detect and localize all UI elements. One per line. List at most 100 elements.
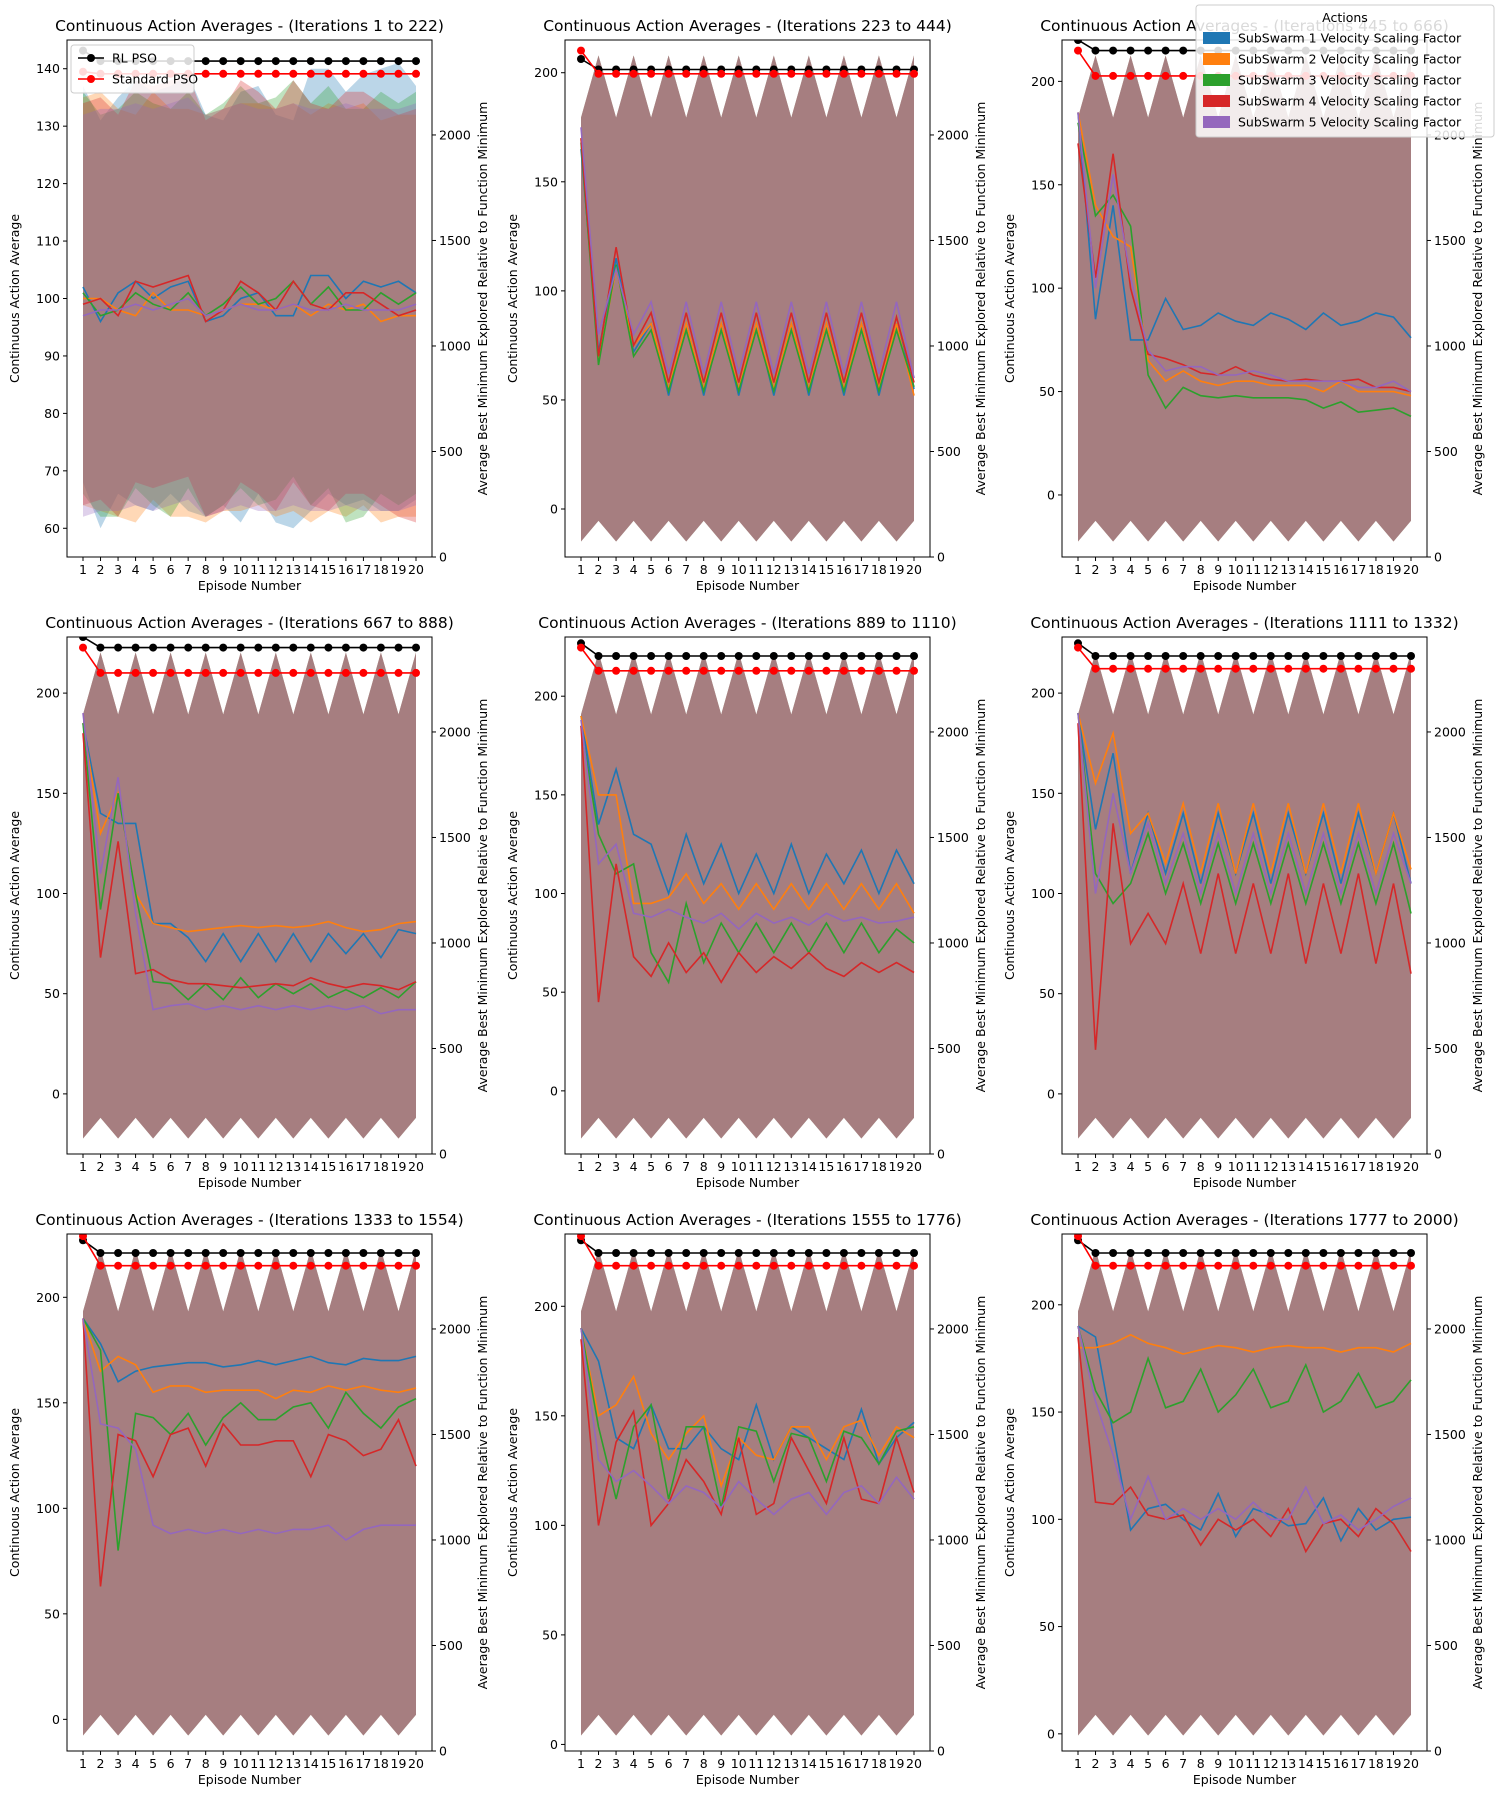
x-tick-label: 16 [338, 1159, 354, 1174]
line-subswarm-5 [1077, 1326, 1412, 1531]
x-tick-label: 11 [748, 562, 764, 577]
rl-pso-marker [1249, 652, 1258, 660]
x-tick-label: 5 [647, 1159, 655, 1174]
x-tick-label: 19 [391, 562, 407, 577]
axes-frame [66, 636, 433, 1155]
x-tick-label: 1 [79, 1159, 87, 1174]
band-subswarm-4 [83, 74, 416, 523]
x-tick-label: 17 [1350, 1756, 1366, 1771]
y-axis-label: Continuous Action Average [1002, 1408, 1017, 1577]
rl-pso-marker [1389, 1249, 1398, 1257]
x-tick-label: 20 [906, 1756, 922, 1771]
legend-entry: Standard PSO [112, 72, 198, 87]
x-tick-label: 2 [1092, 1159, 1100, 1174]
rl-pso-marker [271, 1249, 280, 1257]
rl-pso-marker [236, 643, 245, 652]
x-tick-label: 18 [871, 1756, 887, 1771]
rl-pso-marker [769, 1249, 778, 1257]
band-subswarm-5 [1078, 55, 1411, 542]
x-tick-label: 18 [1368, 1159, 1384, 1174]
line-subswarm-3 [580, 725, 915, 985]
standard-pso-marker [1179, 1261, 1188, 1270]
x-tick-label: 6 [1162, 562, 1170, 577]
y-tick-label: 150 [36, 1395, 60, 1410]
band-subswarm-1 [1078, 55, 1411, 542]
rl-pso-marker [734, 652, 743, 660]
x-axis-label: Episode Number [696, 1772, 800, 1787]
y2-tick-label: 1500 [937, 830, 969, 845]
x-axis-label: Episode Number [1193, 1175, 1297, 1190]
y-tick-label: 0 [550, 1737, 558, 1752]
x-tick-label: 18 [871, 562, 887, 577]
x-tick-label: 14 [1298, 1159, 1314, 1174]
standard-pso-marker [594, 1261, 603, 1270]
y-tick-label: 50 [1039, 986, 1055, 1001]
rl-pso-marker [394, 1249, 403, 1257]
y2-axis-label: Average Best Minimum Explored Relative t… [475, 699, 490, 1093]
x-tick-label: 4 [630, 1756, 638, 1771]
band-subswarm-5 [1078, 1249, 1411, 1736]
x-tick-label: 5 [647, 562, 655, 577]
y2-axis-label: Average Best Minimum Explored Relative t… [1470, 102, 1485, 496]
x-tick-label: 8 [700, 1159, 708, 1174]
y2-axis-label: Average Best Minimum Explored Relative t… [973, 1296, 988, 1690]
y2-tick-label: 500 [439, 1041, 463, 1056]
x-tick-label: 4 [132, 562, 140, 577]
standard-pso-marker [96, 668, 105, 677]
y2-tick-label: 0 [937, 550, 945, 565]
legend-swatch [1203, 32, 1230, 44]
y-tick-label: 200 [36, 1290, 60, 1305]
rl-pso-marker [289, 643, 298, 652]
line-subswarm-2 [580, 138, 915, 396]
x-tick-label: 3 [114, 562, 122, 577]
rl-pso-marker [1179, 46, 1188, 55]
standard-pso-marker [612, 1261, 621, 1270]
standard-pso-marker [699, 666, 708, 675]
x-tick-label: 8 [1197, 562, 1205, 577]
standard-pso-marker [1144, 71, 1153, 80]
x-tick-label: 9 [717, 1756, 725, 1771]
x-tick-label: 8 [700, 562, 708, 577]
standard-pso-marker [612, 69, 621, 78]
y-tick-label: 150 [1031, 786, 1055, 801]
y-tick-label: 200 [1031, 1297, 1055, 1312]
x-tick-label: 14 [1298, 562, 1314, 577]
rl-pso-marker [1336, 1249, 1345, 1257]
y2-tick-label: 1000 [937, 935, 969, 950]
line-subswarm-4 [580, 1339, 915, 1528]
line-subswarm-4 [82, 274, 417, 323]
x-tick-label: 2 [97, 1159, 105, 1174]
plot-area [577, 46, 918, 542]
x-axis-label: Episode Number [198, 578, 302, 593]
standard-pso-marker [612, 666, 621, 675]
x-tick-label: 2 [595, 1756, 603, 1771]
x-tick-label: 13 [1280, 1159, 1296, 1174]
legend-actions: Actions SubSwarm 1 Velocity Scaling Facto… [1195, 4, 1495, 138]
standard-pso-marker [752, 1261, 761, 1270]
line-subswarm-2 [1077, 112, 1412, 397]
x-tick-label: 1 [577, 1159, 585, 1174]
rl-pso-marker [1371, 652, 1380, 660]
standard-pso-marker [577, 1234, 585, 1241]
standard-pso-marker [1074, 46, 1082, 55]
standard-pso-marker [787, 1261, 796, 1270]
standard-pso-marker [341, 69, 350, 78]
band-subswarm-1 [581, 55, 914, 542]
standard-pso-marker [857, 666, 866, 675]
line-subswarm-3 [82, 280, 417, 317]
x-tick-label: 14 [1298, 1756, 1314, 1771]
legend-entry: SubSwarm 3 Velocity Scaling Factor [1238, 73, 1462, 88]
standard-pso-marker [166, 668, 175, 677]
rl-pso-marker [166, 643, 175, 652]
x-tick-label: 18 [373, 562, 389, 577]
standard-pso-marker [804, 1261, 813, 1270]
x-tick-label: 19 [391, 1159, 407, 1174]
x-tick-label: 16 [338, 1756, 354, 1771]
x-tick-label: 9 [717, 562, 725, 577]
rl-pso-marker [1231, 652, 1240, 660]
standard-pso-marker [874, 1261, 883, 1270]
rl-pso-marker [1144, 1249, 1153, 1257]
legend-marker [87, 54, 95, 62]
y-tick-label: 100 [1031, 1512, 1055, 1527]
band-subswarm-4 [1078, 1249, 1411, 1736]
